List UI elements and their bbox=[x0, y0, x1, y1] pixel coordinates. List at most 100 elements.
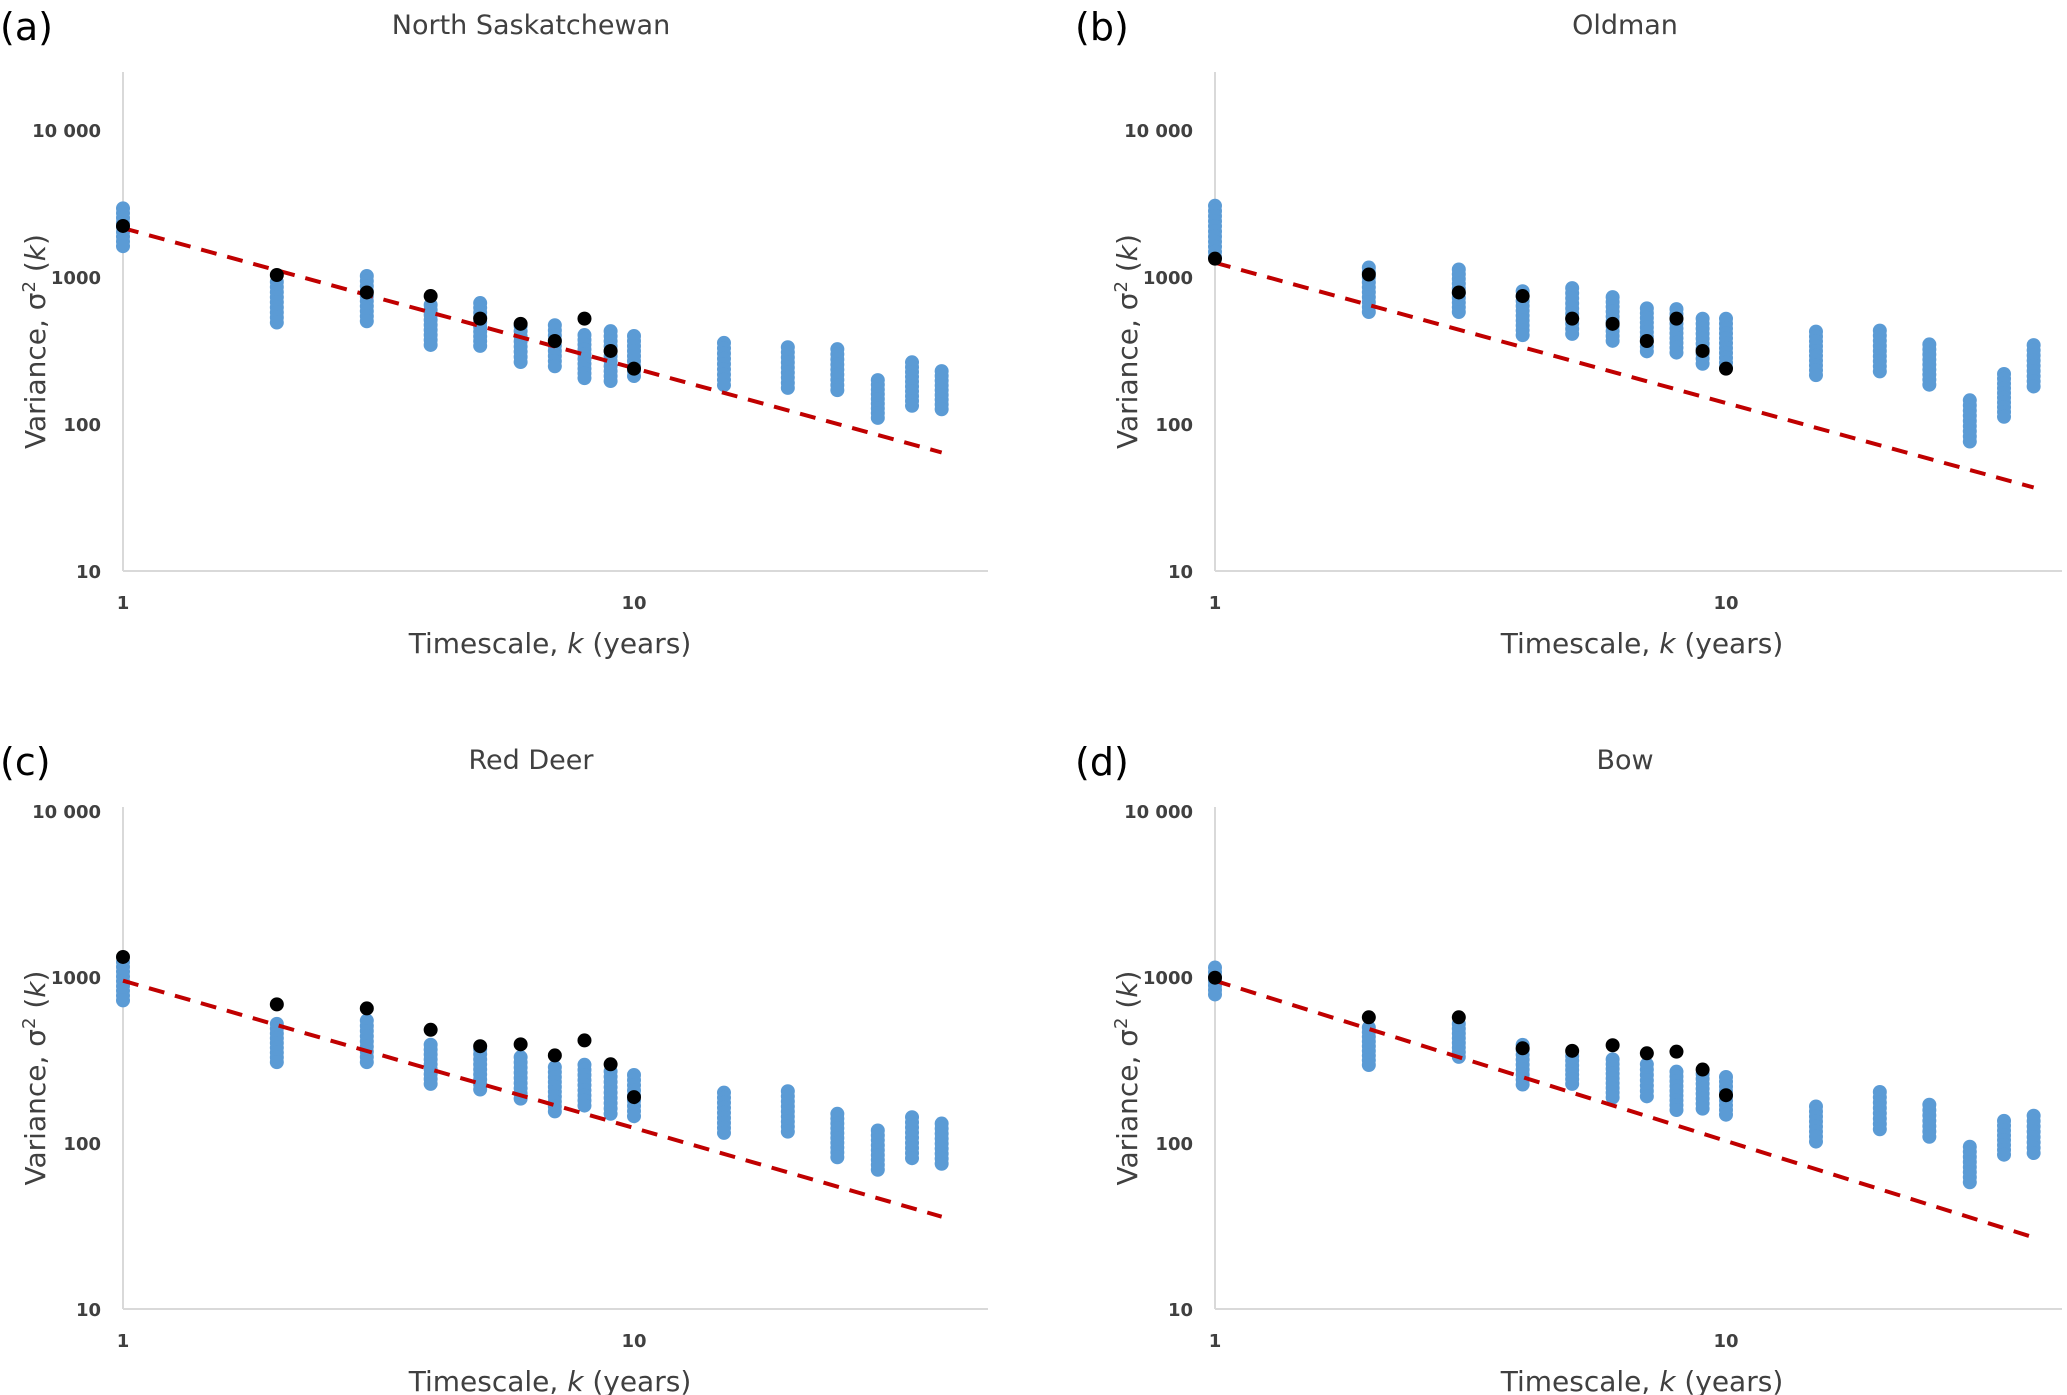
simulated-point bbox=[1451, 304, 1466, 319]
series-observed bbox=[1208, 970, 1733, 1103]
x-tick-label: 1 bbox=[117, 593, 130, 614]
observed-point bbox=[1361, 1010, 1376, 1025]
x-axis-title: Timescale, k (years) bbox=[1500, 627, 1784, 660]
y-tick-label: 10 bbox=[1168, 562, 1193, 583]
simulated-point bbox=[1872, 1122, 1887, 1137]
panel-label: (b) bbox=[1075, 5, 1129, 49]
y-axis-title: Variance, σ2 (k) bbox=[19, 971, 53, 1186]
x-tick-label: 1 bbox=[1209, 1331, 1222, 1352]
observed-point bbox=[513, 316, 528, 331]
x-tick-label: 10 bbox=[1713, 593, 1738, 614]
simulated-point bbox=[1669, 345, 1684, 360]
simulated-point bbox=[269, 315, 284, 330]
simulated-point bbox=[1997, 409, 2012, 424]
observed-point bbox=[1565, 311, 1580, 326]
observed-point bbox=[359, 1001, 374, 1016]
observed-point bbox=[1605, 1038, 1620, 1053]
simulated-point bbox=[1515, 1077, 1530, 1092]
simulated-point bbox=[577, 1098, 592, 1113]
simulated-point bbox=[1872, 364, 1887, 379]
simulated-point bbox=[1605, 333, 1620, 348]
simulated-point bbox=[1962, 1175, 1977, 1190]
simulated-point bbox=[1808, 1134, 1823, 1149]
series-simulated bbox=[1208, 960, 2041, 1190]
observed-point bbox=[603, 1057, 618, 1072]
y-tick-label: 10 bbox=[76, 562, 101, 583]
observed-point bbox=[423, 289, 438, 304]
simulated-point bbox=[1639, 344, 1654, 359]
panel-c: (c) Red Deer 10 100 1000 10 000 1 10 Timescale, … bbox=[0, 740, 988, 1395]
panel-title: Bow bbox=[1596, 745, 1653, 776]
simulated-point bbox=[513, 355, 528, 370]
simulated-point bbox=[473, 1082, 488, 1097]
simulated-point bbox=[780, 380, 795, 395]
observed-point bbox=[1719, 361, 1733, 376]
simulated-point bbox=[269, 1055, 284, 1070]
simulated-point bbox=[116, 993, 130, 1008]
x-tick-label: 10 bbox=[621, 1331, 646, 1352]
simulated-point bbox=[1962, 434, 1977, 449]
observed-point bbox=[1515, 289, 1530, 304]
x-tick-label: 10 bbox=[621, 593, 646, 614]
y-tick-label: 1000 bbox=[51, 268, 101, 289]
simulated-point bbox=[2026, 1146, 2041, 1161]
simulated-point bbox=[830, 1150, 845, 1165]
y-tick-label: 10 bbox=[1168, 1300, 1193, 1321]
simulated-point bbox=[423, 337, 438, 352]
observed-point bbox=[1208, 251, 1222, 266]
simulated-point bbox=[1808, 368, 1823, 383]
panel-b: (b) Oldman 10 100 1000 10 000 1 10 Timescale, k … bbox=[1075, 5, 2062, 660]
y-axis-title: Variance, σ2 (k) bbox=[1111, 234, 1145, 449]
reference-dashed-line bbox=[1214, 260, 2035, 490]
y-tick-label: 10 000 bbox=[32, 121, 101, 142]
observed-point bbox=[1515, 1041, 1530, 1056]
observed-point bbox=[269, 267, 284, 282]
simulated-point bbox=[627, 1109, 641, 1124]
y-axis-title: Variance, σ2 (k) bbox=[1111, 971, 1145, 1186]
observed-point bbox=[269, 997, 284, 1012]
y-tick-label: 1000 bbox=[51, 968, 101, 989]
simulated-point bbox=[116, 239, 130, 254]
simulated-point bbox=[1515, 328, 1530, 343]
panel-a: (a) North Saskatchewan 10 100 1000 10 000 1 10 T… bbox=[0, 5, 988, 660]
simulated-point bbox=[359, 1055, 374, 1070]
simulated-point bbox=[716, 1125, 731, 1140]
observed-point bbox=[603, 343, 618, 358]
observed-point bbox=[513, 1037, 528, 1052]
simulated-point bbox=[1695, 1101, 1710, 1116]
y-tick-label: 10 000 bbox=[1124, 802, 1193, 823]
observed-point bbox=[577, 1033, 592, 1048]
simulated-point bbox=[1565, 1076, 1580, 1091]
y-tick-label: 1000 bbox=[1143, 968, 1193, 989]
simulated-point bbox=[830, 383, 845, 398]
reference-dashed-line bbox=[1214, 978, 2035, 1240]
observed-point bbox=[1695, 343, 1710, 358]
x-tick-label: 10 bbox=[1713, 1331, 1738, 1352]
observed-point bbox=[1719, 1088, 1733, 1103]
simulated-point bbox=[1565, 326, 1580, 341]
series-observed bbox=[116, 949, 641, 1105]
observed-point bbox=[1605, 316, 1620, 331]
panel-label: (c) bbox=[0, 740, 51, 784]
y-axis-title: Variance, σ2 (k) bbox=[19, 234, 53, 449]
observed-point bbox=[1669, 311, 1684, 326]
simulated-point bbox=[716, 378, 731, 393]
simulated-point bbox=[1361, 304, 1376, 319]
simulated-point bbox=[603, 1106, 618, 1121]
observed-point bbox=[627, 1090, 641, 1105]
simulated-point bbox=[2026, 379, 2041, 394]
simulated-point bbox=[905, 398, 920, 413]
simulated-point bbox=[1997, 1147, 2012, 1162]
y-tick-label: 10 000 bbox=[1124, 121, 1193, 142]
simulated-point bbox=[1695, 356, 1710, 371]
simulated-point bbox=[905, 1151, 920, 1166]
observed-point bbox=[116, 949, 130, 964]
x-tick-label: 1 bbox=[1209, 593, 1222, 614]
x-axis-title: Timescale, k (years) bbox=[408, 1365, 692, 1395]
simulated-point bbox=[1669, 1103, 1684, 1118]
reference-dashed-line bbox=[122, 978, 943, 1219]
simulated-point bbox=[547, 1104, 562, 1119]
observed-point bbox=[1451, 1010, 1466, 1025]
observed-point bbox=[473, 1039, 488, 1054]
